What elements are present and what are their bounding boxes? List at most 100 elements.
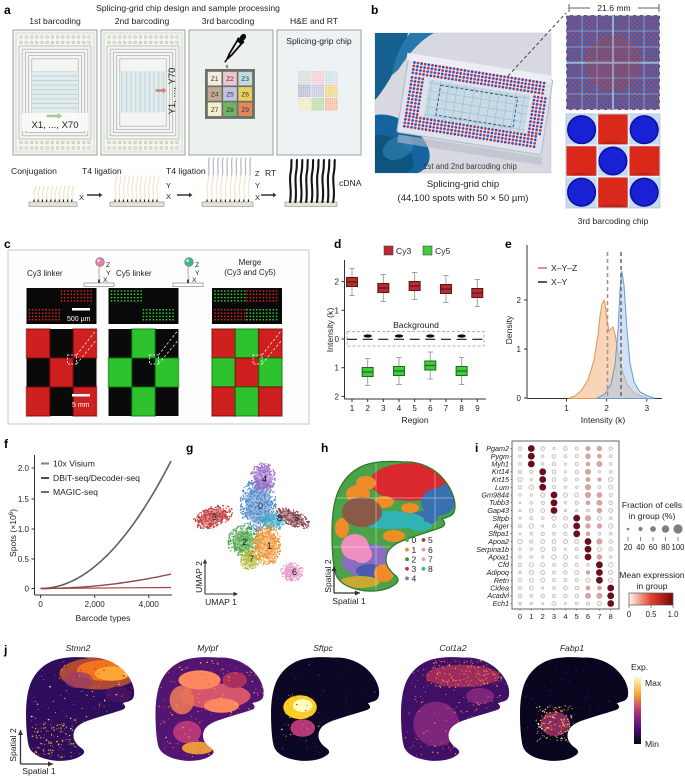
svg-text:6: 6 <box>428 545 433 555</box>
svg-text:3rd barcoding chip: 3rd barcoding chip <box>578 216 649 226</box>
svg-text:Merge: Merge <box>239 258 262 267</box>
svg-text:Gap43: Gap43 <box>487 506 509 515</box>
svg-text:5: 5 <box>428 535 433 545</box>
svg-text:3: 3 <box>381 404 386 413</box>
svg-text:Spatial 2: Spatial 2 <box>323 559 333 593</box>
svg-text:Z9: Z9 <box>241 107 249 114</box>
svg-text:100: 100 <box>671 543 685 552</box>
svg-text:(Cy3 and Cy5): (Cy3 and Cy5) <box>224 268 276 277</box>
svg-text:21.6 mm: 21.6 mm <box>597 3 630 13</box>
svg-text:UMAP 2: UMAP 2 <box>194 561 204 593</box>
svg-text:Stmn2: Stmn2 <box>66 643 91 653</box>
svg-text:1.0: 1.0 <box>18 525 30 534</box>
svg-text:Pgam2: Pgam2 <box>486 444 509 453</box>
svg-text:Z3: Z3 <box>241 76 249 83</box>
svg-text:X–Y: X–Y <box>551 277 568 287</box>
svg-text:Barcode types: Barcode types <box>76 613 131 623</box>
svg-text:1st barcoding: 1st barcoding <box>29 16 81 26</box>
svg-text:Tubb3: Tubb3 <box>489 498 509 507</box>
svg-text:0.5: 0.5 <box>18 555 30 564</box>
svg-text:Splicing-grip chip: Splicing-grip chip <box>286 36 352 46</box>
svg-text:60: 60 <box>649 543 658 552</box>
svg-text:1.5: 1.5 <box>18 495 30 504</box>
svg-text:2: 2 <box>242 537 247 547</box>
svg-text:9: 9 <box>475 404 480 413</box>
svg-text:Cy3: Cy3 <box>396 246 412 256</box>
svg-text:1: 1 <box>335 364 340 373</box>
svg-text:Cidea: Cidea <box>490 584 509 593</box>
svg-text:f: f <box>4 437 9 451</box>
svg-text:Z8: Z8 <box>226 107 234 114</box>
svg-text:Spots (×106): Spots (×106) <box>8 509 18 557</box>
svg-text:0.5: 0.5 <box>646 610 658 619</box>
svg-text:X: X <box>103 277 108 284</box>
svg-text:2: 2 <box>365 404 370 413</box>
svg-text:7: 7 <box>249 554 254 564</box>
svg-text:X1, ..., X70: X1, ..., X70 <box>32 120 79 131</box>
svg-text:Cy5 linker: Cy5 linker <box>116 269 152 278</box>
svg-text:4,000: 4,000 <box>139 600 160 609</box>
svg-text:Intensity (k): Intensity (k) <box>581 415 626 425</box>
svg-text:Cy5: Cy5 <box>435 246 451 256</box>
svg-text:a: a <box>4 3 11 17</box>
svg-text:i: i <box>475 441 478 455</box>
svg-text:3: 3 <box>412 564 417 574</box>
svg-text:Conjugation: Conjugation <box>11 166 57 176</box>
svg-text:3: 3 <box>552 612 556 621</box>
svg-text:2nd barcoding: 2nd barcoding <box>115 16 170 26</box>
svg-text:cDNA: cDNA <box>339 178 362 188</box>
svg-text:Z6: Z6 <box>241 92 249 99</box>
svg-text:8: 8 <box>459 404 464 413</box>
svg-text:1: 1 <box>564 404 569 413</box>
svg-text:Adipoq: Adipoq <box>486 568 509 577</box>
svg-text:5: 5 <box>412 404 417 413</box>
svg-text:4: 4 <box>563 612 567 621</box>
svg-text:0: 0 <box>627 610 632 619</box>
svg-text:6: 6 <box>292 567 297 577</box>
svg-text:40: 40 <box>636 543 645 552</box>
svg-text:2: 2 <box>517 296 522 305</box>
svg-text:j: j <box>3 643 7 657</box>
svg-text:Sftpc: Sftpc <box>313 643 333 653</box>
svg-text:Y1, ..., Y70: Y1, ..., Y70 <box>167 68 178 115</box>
svg-text:Mean expression: Mean expression <box>619 570 685 580</box>
svg-text:RT: RT <box>265 168 277 178</box>
svg-text:Z: Z <box>106 262 110 269</box>
svg-text:Z1: Z1 <box>211 76 219 83</box>
svg-text:2: 2 <box>335 278 340 287</box>
svg-text:in group: in group <box>636 581 667 591</box>
svg-text:20: 20 <box>624 543 633 552</box>
svg-text:1: 1 <box>350 404 355 413</box>
svg-text:Density: Density <box>504 315 514 344</box>
svg-text:g: g <box>186 441 193 455</box>
svg-text:1.0: 1.0 <box>668 610 680 619</box>
svg-text:Mylpf: Mylpf <box>197 643 219 653</box>
svg-text:80: 80 <box>661 543 670 552</box>
svg-text:Z4: Z4 <box>211 92 219 99</box>
svg-text:Y: Y <box>106 270 111 277</box>
svg-text:Cy3 linker: Cy3 linker <box>27 269 63 278</box>
svg-text:8: 8 <box>609 612 613 621</box>
svg-text:Z2: Z2 <box>226 76 234 83</box>
svg-text:Sftpb: Sftpb <box>492 514 509 523</box>
svg-text:Y: Y <box>166 181 171 190</box>
svg-text:X: X <box>79 193 84 202</box>
svg-text:0: 0 <box>412 535 417 545</box>
svg-text:T4 ligation: T4 ligation <box>82 166 122 176</box>
svg-text:Serpina1b: Serpina1b <box>476 545 509 554</box>
svg-text:e: e <box>505 237 512 251</box>
svg-text:2: 2 <box>412 554 417 564</box>
svg-text:Z7: Z7 <box>211 107 219 114</box>
svg-text:h: h <box>321 441 328 455</box>
svg-text:Pygm: Pygm <box>491 452 509 461</box>
svg-text:8: 8 <box>428 564 433 574</box>
svg-text:6: 6 <box>586 612 590 621</box>
svg-text:8: 8 <box>277 513 282 523</box>
svg-text:4: 4 <box>262 474 267 484</box>
svg-text:7: 7 <box>428 554 433 564</box>
svg-text:Lum: Lum <box>495 483 509 492</box>
svg-text:Splicing-grid chip design and: Splicing-grid chip design and sample pro… <box>96 3 280 13</box>
svg-text:X: X <box>166 192 171 201</box>
svg-text:4: 4 <box>397 404 402 413</box>
svg-text:b: b <box>371 3 378 17</box>
